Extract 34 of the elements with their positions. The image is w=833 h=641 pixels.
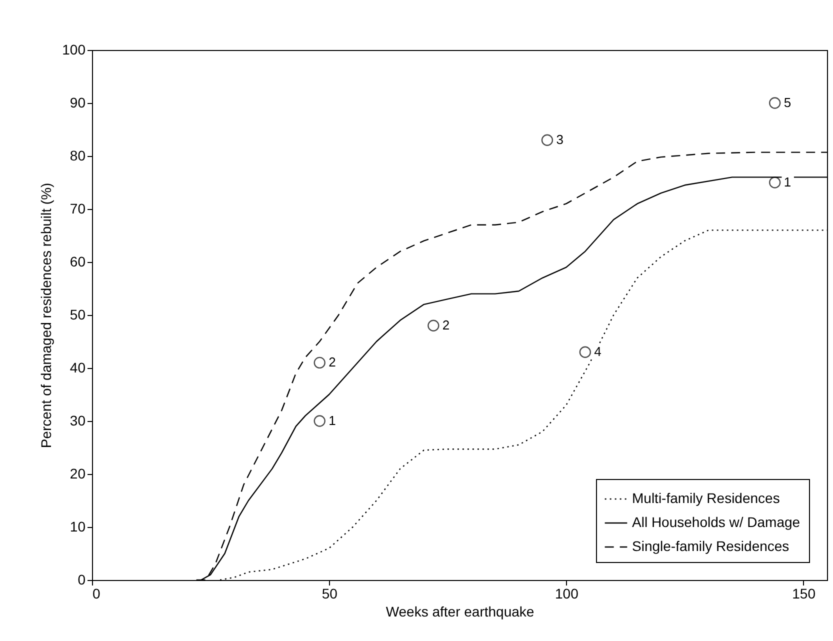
y-tick-label: 60 [70,254,86,270]
x-tick-label: 50 [322,586,338,602]
annotation: 1 [784,174,792,190]
y-tick-label: 0 [78,572,86,588]
y-tick-label: 100 [62,42,86,58]
legend-label: Multi-family Residences [632,490,780,506]
annotation: 5 [784,95,792,110]
point [579,346,592,358]
point [314,356,326,369]
annotation: 1 [328,413,336,428]
point [768,97,781,109]
y-tick-label: 20 [70,466,86,482]
y-tick-label: 70 [70,200,86,216]
legend-label: Single-family Residences [632,538,790,554]
annotation: 2 [442,318,450,333]
y-axis-title: Percent of damaged residences rebuilt (%) [38,182,54,448]
x-tick-label: 150 [792,586,816,602]
x-axis-title: Weeks after earthquake [386,604,534,620]
y-tick-label: 50 [70,306,86,322]
legend-label: All Households w/ Damage [632,514,800,530]
point [541,134,554,146]
y-tick-label: 30 [70,412,86,428]
y-tick-label: 40 [70,360,86,376]
y-tick-label: 80 [70,148,86,164]
point [428,320,440,332]
y-tick-label: 10 [70,518,86,534]
point [768,176,781,188]
annotation: 4 [594,344,602,360]
x-tick-label: 100 [555,586,579,602]
y-tick-label: 90 [70,94,86,110]
annotation: 3 [556,132,564,148]
annotation: 2 [328,354,336,370]
point [314,415,326,427]
x-tick-label: 0 [92,586,100,602]
